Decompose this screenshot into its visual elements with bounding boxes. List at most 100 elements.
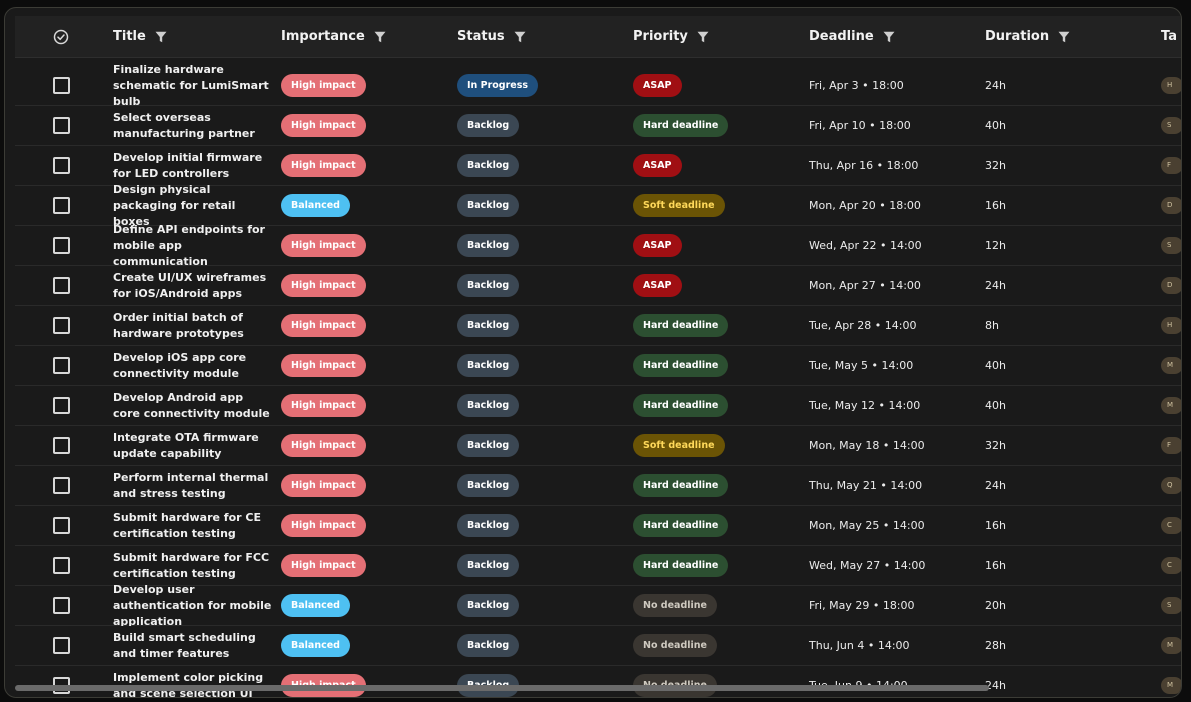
importance-cell[interactable]: Balanced [281, 186, 451, 225]
duration-cell[interactable]: 24h [985, 66, 1135, 105]
tags-cell[interactable]: M [1161, 386, 1181, 425]
status-badge[interactable]: In Progress [457, 74, 539, 97]
importance-cell[interactable]: Balanced [281, 586, 451, 625]
row-checkbox-cell[interactable] [51, 426, 71, 465]
tags-cell[interactable]: S [1161, 586, 1181, 625]
table-row[interactable]: Develop iOS app core connectivity module… [15, 346, 1181, 386]
task-title[interactable]: Develop user authentication for mobile a… [113, 582, 272, 628]
row-checkbox[interactable] [52, 237, 70, 254]
priority-cell[interactable]: Hard deadline [633, 306, 803, 345]
task-title[interactable]: Select overseas manufacturing partner [113, 110, 255, 140]
status-cell[interactable]: Backlog [457, 626, 627, 665]
tag-chip[interactable]: D [1161, 197, 1181, 214]
task-title[interactable]: Submit hardware for CE certification tes… [113, 510, 261, 540]
importance-cell[interactable]: High impact [281, 306, 451, 345]
importance-badge[interactable]: High impact [281, 554, 366, 577]
priority-badge[interactable]: Hard deadline [633, 314, 729, 337]
duration-cell[interactable]: 40h [985, 346, 1135, 385]
tag-chip[interactable]: H [1161, 77, 1181, 94]
priority-badge[interactable]: ASAP [633, 274, 682, 297]
deadline-cell[interactable]: Thu, Apr 16 • 18:00 [809, 146, 979, 185]
status-badge[interactable]: Backlog [457, 314, 520, 337]
tags-cell[interactable]: F [1161, 146, 1181, 185]
task-title[interactable]: Implement color picking and scene select… [113, 670, 264, 698]
status-badge[interactable]: Backlog [457, 114, 520, 137]
priority-cell[interactable]: ASAP [633, 226, 803, 265]
table-row[interactable]: Develop user authentication for mobile a… [15, 583, 1181, 628]
importance-badge[interactable]: High impact [281, 514, 366, 537]
deadline-cell[interactable]: Fri, Apr 10 • 18:00 [809, 106, 979, 145]
title-cell[interactable]: Perform internal thermal and stress test… [113, 466, 273, 505]
tags-cell[interactable]: S [1161, 106, 1181, 145]
importance-badge[interactable]: High impact [281, 434, 366, 457]
filter-icon[interactable] [883, 31, 895, 43]
tag-chip[interactable]: Q [1161, 477, 1181, 494]
tags-cell[interactable]: F [1161, 426, 1181, 465]
status-badge[interactable]: Backlog [457, 274, 520, 297]
row-checkbox-cell[interactable] [51, 666, 71, 697]
task-title[interactable]: Submit hardware for FCC certification te… [113, 550, 270, 580]
status-cell[interactable]: Backlog [457, 146, 627, 185]
duration-cell[interactable]: 16h [985, 506, 1135, 545]
priority-cell[interactable]: Hard deadline [633, 106, 803, 145]
column-header-importance[interactable]: Importance [281, 16, 451, 57]
importance-badge[interactable]: High impact [281, 274, 366, 297]
duration-cell[interactable]: 40h [985, 386, 1135, 425]
tags-cell[interactable]: H [1161, 66, 1181, 105]
filter-icon[interactable] [1058, 31, 1070, 43]
column-header-duration[interactable]: Duration [985, 16, 1135, 57]
importance-badge[interactable]: Balanced [281, 594, 350, 617]
table-row[interactable]: Submit hardware for CE certification tes… [15, 506, 1181, 546]
importance-badge[interactable]: High impact [281, 474, 366, 497]
status-badge[interactable]: Backlog [457, 474, 520, 497]
importance-cell[interactable]: High impact [281, 266, 451, 305]
status-cell[interactable]: Backlog [457, 386, 627, 425]
task-title[interactable]: Finalize hardware schematic for LumiSmar… [113, 62, 269, 108]
priority-badge[interactable]: ASAP [633, 74, 682, 97]
priority-cell[interactable]: Soft deadline [633, 426, 803, 465]
status-badge[interactable]: Backlog [457, 554, 520, 577]
status-cell[interactable]: Backlog [457, 586, 627, 625]
tags-cell[interactable]: D [1161, 266, 1181, 305]
status-badge[interactable]: Backlog [457, 594, 520, 617]
importance-cell[interactable]: High impact [281, 106, 451, 145]
importance-cell[interactable]: High impact [281, 666, 451, 697]
table-row[interactable]: Implement color picking and scene select… [15, 666, 1181, 698]
table-row[interactable]: Develop Android app core connectivity mo… [15, 386, 1181, 426]
priority-cell[interactable]: No deadline [633, 666, 803, 697]
select-all-cell[interactable] [51, 16, 71, 57]
table-row[interactable]: Develop initial firmware for LED control… [15, 146, 1181, 186]
row-checkbox[interactable] [52, 117, 70, 134]
tags-cell[interactable]: M [1161, 626, 1181, 665]
title-cell[interactable]: Develop initial firmware for LED control… [113, 146, 273, 185]
task-title[interactable]: Order initial batch of hardware prototyp… [113, 310, 244, 340]
priority-badge[interactable]: Hard deadline [633, 114, 729, 137]
priority-cell[interactable]: No deadline [633, 626, 803, 665]
importance-badge[interactable]: High impact [281, 314, 366, 337]
priority-cell[interactable]: ASAP [633, 266, 803, 305]
priority-badge[interactable]: Hard deadline [633, 394, 729, 417]
title-cell[interactable]: Implement color picking and scene select… [113, 666, 273, 698]
row-checkbox-cell[interactable] [51, 66, 71, 105]
tags-cell[interactable]: C [1161, 506, 1181, 545]
task-title[interactable]: Integrate OTA firmware update capability [113, 430, 259, 460]
status-badge[interactable]: Backlog [457, 154, 520, 177]
priority-badge[interactable]: ASAP [633, 234, 682, 257]
deadline-cell[interactable]: Fri, May 29 • 18:00 [809, 586, 979, 625]
importance-cell[interactable]: High impact [281, 386, 451, 425]
status-cell[interactable]: Backlog [457, 506, 627, 545]
duration-cell[interactable]: 24h [985, 466, 1135, 505]
duration-cell[interactable]: 32h [985, 426, 1135, 465]
task-title[interactable]: Define API endpoints for mobile app comm… [113, 222, 265, 268]
tag-chip[interactable]: M [1161, 637, 1181, 654]
duration-cell[interactable]: 24h [985, 666, 1135, 697]
filter-icon[interactable] [155, 31, 167, 43]
status-badge[interactable]: Backlog [457, 234, 520, 257]
row-checkbox-cell[interactable] [51, 266, 71, 305]
priority-badge[interactable]: Soft deadline [633, 434, 725, 457]
status-badge[interactable]: Backlog [457, 354, 520, 377]
row-checkbox[interactable] [52, 77, 70, 94]
tag-chip[interactable]: F [1161, 157, 1181, 174]
priority-badge[interactable]: ASAP [633, 154, 682, 177]
row-checkbox-cell[interactable] [51, 106, 71, 145]
